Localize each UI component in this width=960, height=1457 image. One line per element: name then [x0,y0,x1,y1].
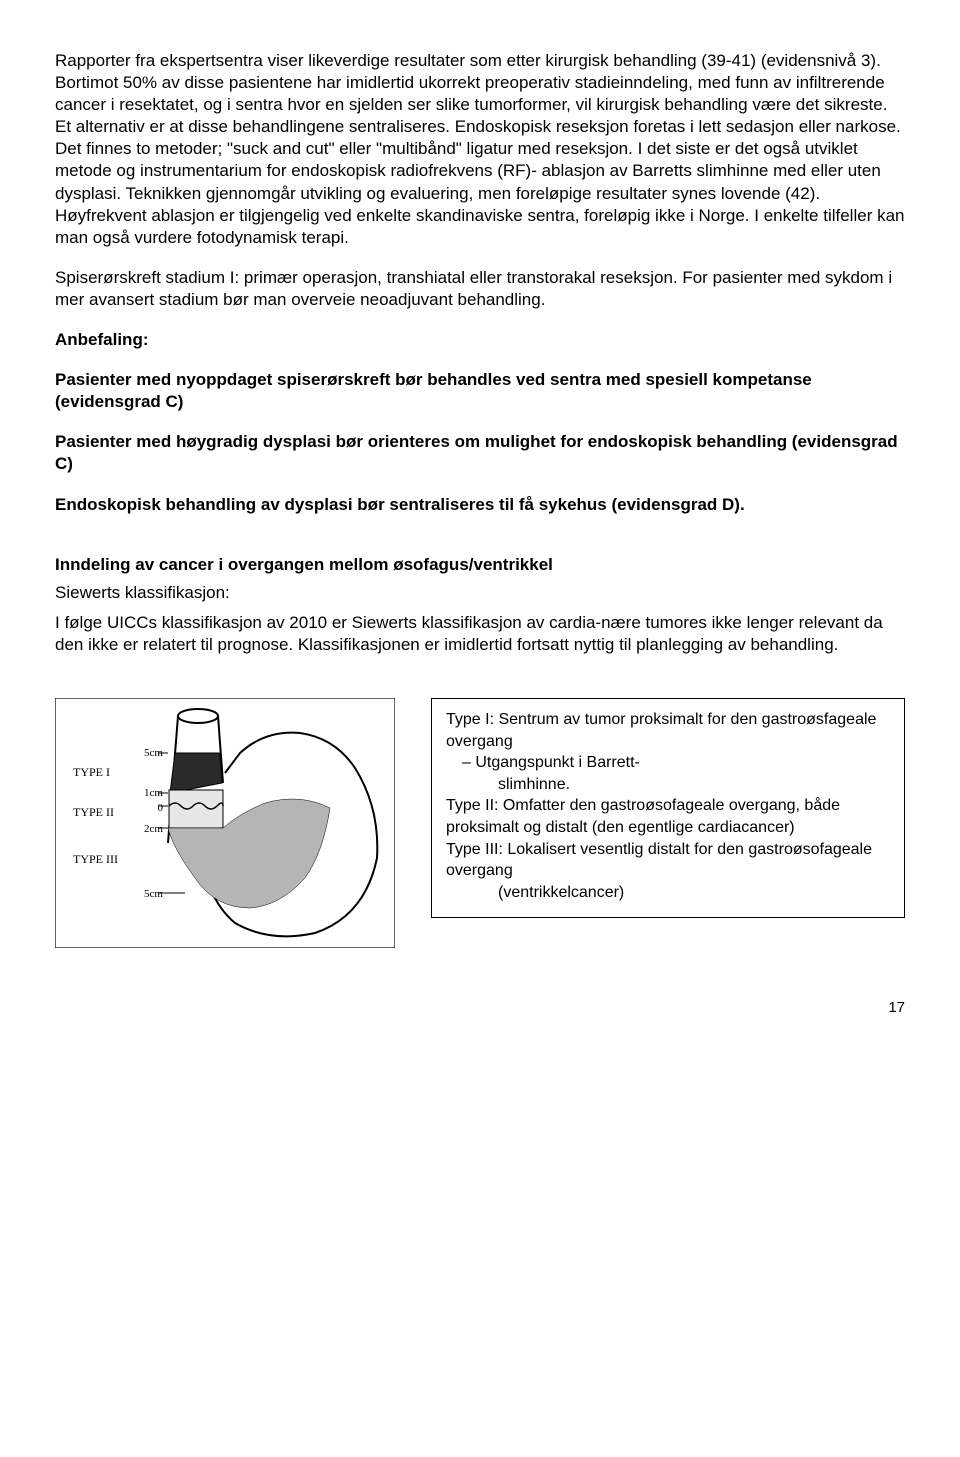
type3-text: Type III: Lokalisert vesentlig distalt f… [446,839,890,882]
type1-label: TYPE I [73,765,110,779]
page-number: 17 [55,998,905,1018]
recommendation-2: Pasienter med høygradig dysplasi bør ori… [55,431,905,475]
type1-text-b: – Utgangspunkt i Barrett- [476,752,890,774]
type1-text-a: Type I: Sentrum av tumor proksimalt for … [446,709,890,752]
type3-text-b: (ventrikkelcancer) [498,882,890,904]
type1-text-c: slimhinne. [498,774,890,796]
dim-5cm-top: 5cm [144,747,163,759]
dim-0: 0 [158,802,164,814]
recommendation-3: Endoskopisk behandling av dysplasi bør s… [55,494,905,516]
dim-5cm-bottom: 5cm [144,888,163,900]
section-heading: Inndeling av cancer i overgangen mellom … [55,554,905,576]
dim-1cm: 1cm [144,787,163,799]
paragraph-2: Spiserørskreft stadium I: primær operasj… [55,267,905,311]
anbefaling-heading: Anbefaling: [55,329,905,351]
type3-label: TYPE III [73,852,118,866]
figure-row: 5cm 1cm 0 2cm 5cm TYPE I TYPE II TYPE II… [55,698,905,948]
paragraph-3: I følge UICCs klassifikasjon av 2010 er … [55,612,905,656]
type2-text: Type II: Omfatter den gastroøsofageale o… [446,795,890,838]
siewert-diagram: 5cm 1cm 0 2cm 5cm TYPE I TYPE II TYPE II… [55,698,395,948]
recommendation-1: Pasienter med nyoppdaget spiserørskreft … [55,369,905,413]
siewerts-label: Siewerts klassifikasjon: [55,582,905,604]
paragraph-1: Rapporter fra ekspertsentra viser likeve… [55,50,905,249]
type2-label: TYPE II [73,805,114,819]
dim-2cm: 2cm [144,823,163,835]
classification-textbox: Type I: Sentrum av tumor proksimalt for … [431,698,905,918]
